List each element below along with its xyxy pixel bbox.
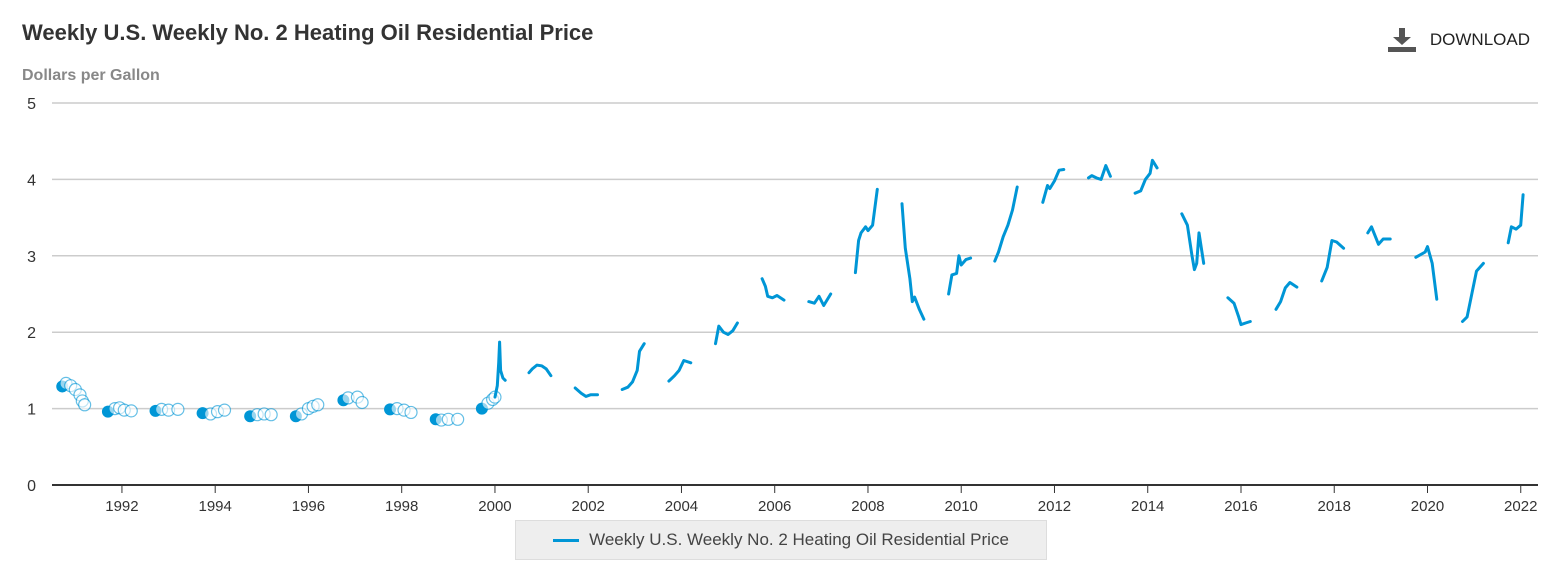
download-button[interactable]: DOWNLOAD [1387,28,1530,52]
chart-title: Weekly U.S. Weekly No. 2 Heating Oil Res… [22,20,594,45]
y-tick-label: 0 [27,478,36,495]
x-tick-label: 2014 [1131,498,1164,515]
series-line-segment [900,202,926,321]
series-line-segment [667,359,693,383]
series-line-segment [1414,245,1439,301]
x-tick-label: 1996 [292,498,325,515]
series-line-segment [853,187,879,275]
x-tick-label: 2010 [945,498,978,515]
x-tick-label: 2012 [1038,498,1071,515]
series-line-segment [1180,212,1206,272]
series-line-segment [1133,158,1159,195]
series-line-segment [1506,193,1525,245]
data-point [404,405,418,420]
legend-label: Weekly U.S. Weekly No. 2 Heating Oil Res… [589,530,1009,549]
series-line-segment [493,340,507,399]
data-point [171,402,185,416]
download-label: DOWNLOAD [1429,30,1530,49]
x-tick-label: 2006 [758,498,791,515]
y-tick-label: 3 [27,249,36,266]
series-line-segment [760,277,786,302]
series-line-segment [573,386,599,398]
series-line-segment [1461,261,1485,323]
x-tick-label: 2004 [665,498,698,515]
x-tick-label: 1998 [385,498,418,515]
data-point [451,412,465,426]
y-tick-label: 5 [27,96,36,113]
x-tick-label: 2016 [1224,498,1257,515]
x-tick-label: 2022 [1504,498,1537,515]
series-line-segment [1226,296,1252,327]
x-tick-label: 2018 [1318,498,1351,515]
x-tick-label: 2008 [851,498,884,515]
legend[interactable]: Weekly U.S. Weekly No. 2 Heating Oil Res… [515,520,1047,560]
x-tick-label: 1994 [199,498,232,515]
y-axis-label: Dollars per Gallon [22,67,160,84]
download-icon [1387,28,1416,52]
series-line-segment [1041,168,1066,204]
series-line-segment [1087,164,1112,181]
data-point [311,398,325,412]
series-line-segment [947,254,973,296]
series-line-segment [1320,239,1346,283]
series-line-segment [527,363,553,378]
data-point [78,398,92,412]
series-line-segment [620,342,646,391]
y-tick-label: 1 [27,402,36,419]
series-line-segment [1274,281,1299,311]
y-tick-label: 4 [27,172,36,189]
series-line-segment [807,292,833,307]
series-line-segment [1366,225,1392,246]
data-point [124,404,138,418]
x-tick-label: 1992 [105,498,138,515]
data-point [217,403,232,417]
x-tick-label: 2020 [1411,498,1444,515]
y-tick-label: 2 [27,325,36,342]
data-point [264,408,278,422]
data-point [355,395,369,410]
x-tick-label: 2000 [478,498,511,515]
x-tick-label: 2002 [572,498,605,515]
legend-swatch [553,538,580,542]
series-line-segment [714,321,739,346]
series-line-segment [993,185,1019,263]
